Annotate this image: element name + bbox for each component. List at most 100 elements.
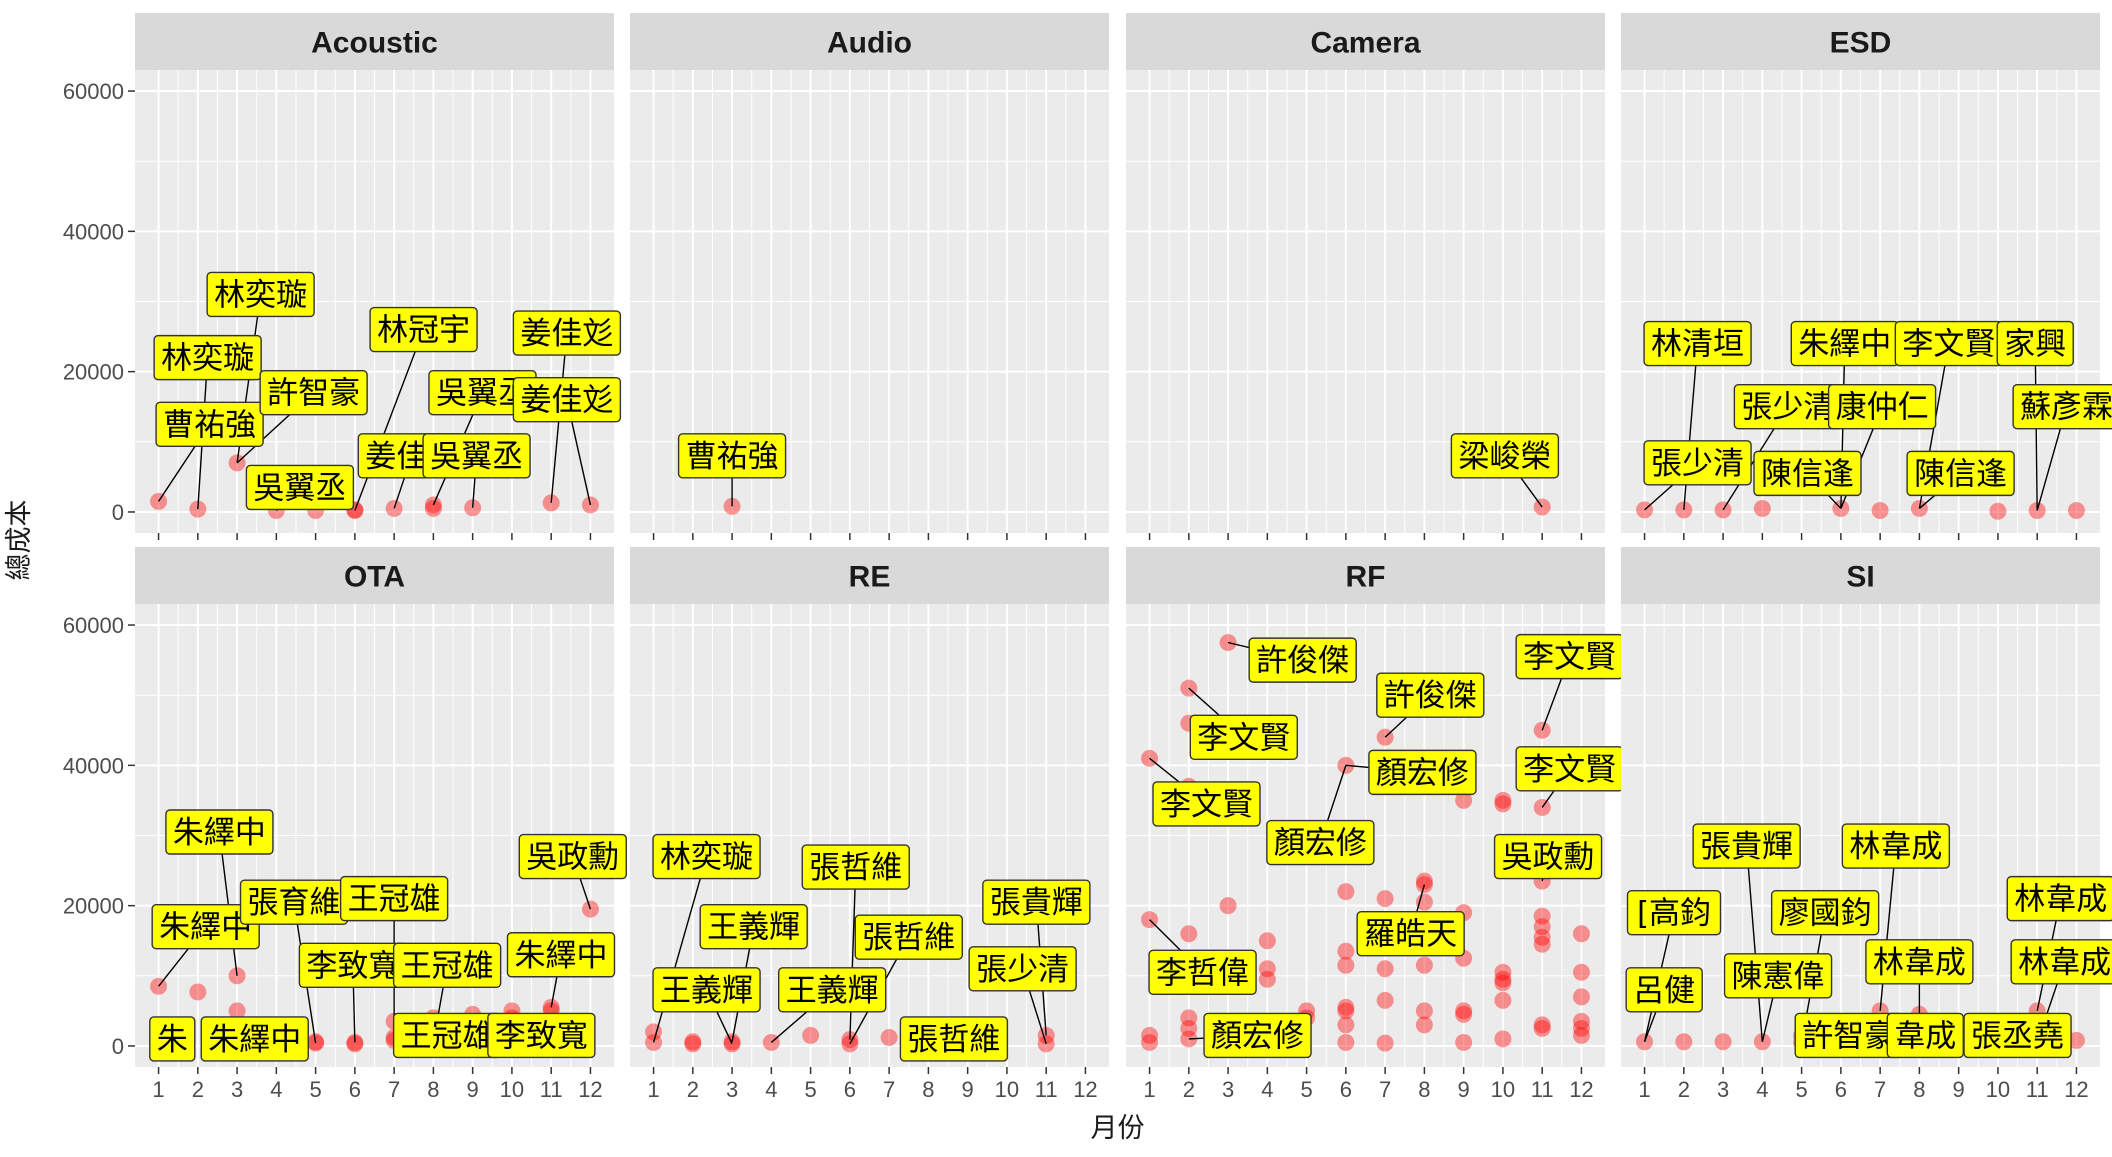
data-point bbox=[1180, 1019, 1198, 1037]
point-label: 林奕璇 bbox=[161, 341, 254, 377]
point-label-box bbox=[1996, 320, 2074, 367]
data-point bbox=[1415, 1016, 1433, 1034]
data-point bbox=[1180, 1009, 1198, 1027]
data-point bbox=[1494, 1030, 1512, 1048]
point-label: 張丞堯 bbox=[1971, 1018, 2064, 1054]
data-point bbox=[1141, 1033, 1159, 1051]
point-label: 陳信逢 bbox=[1914, 456, 2007, 492]
x-tick-label: 5 bbox=[804, 1077, 816, 1102]
point-label-box bbox=[652, 833, 761, 880]
point-label: 李致寬 bbox=[306, 948, 399, 984]
point-label-box bbox=[1152, 781, 1261, 827]
point-label-box bbox=[1625, 967, 1703, 1013]
point-label: 吳翼丞 bbox=[253, 470, 346, 506]
point-label-box bbox=[1248, 637, 1357, 683]
x-tick-label: 4 bbox=[270, 1077, 282, 1102]
data-point bbox=[1572, 988, 1590, 1006]
point-label: 張哲維 bbox=[862, 920, 955, 956]
point-label: 王冠雄 bbox=[348, 882, 441, 918]
point-label-box bbox=[487, 1012, 596, 1059]
point-label: 張少清 bbox=[1741, 390, 1834, 426]
point-label-box bbox=[153, 334, 262, 381]
data-point bbox=[1533, 935, 1551, 953]
point-label: 顏宏修 bbox=[1376, 755, 1469, 791]
point-label: 王義輝 bbox=[707, 910, 800, 946]
point-label-box bbox=[1148, 949, 1257, 995]
point-label-box bbox=[165, 809, 274, 855]
point-label-box bbox=[778, 967, 887, 1013]
data-point bbox=[1455, 1005, 1473, 1023]
data-point bbox=[1337, 883, 1355, 901]
point-label: 吳翼丞 bbox=[430, 439, 523, 475]
data-point bbox=[1376, 1034, 1394, 1052]
point-label-box bbox=[259, 369, 368, 416]
point-label: 朱繹中 bbox=[208, 1022, 301, 1058]
point-label: 李文賢 bbox=[1902, 327, 1995, 363]
facet-strip-label: Audio bbox=[827, 27, 912, 60]
point-label-box bbox=[1692, 823, 1801, 869]
data-point bbox=[1533, 1019, 1551, 1037]
y-tick-label: 20000 bbox=[63, 360, 124, 385]
data-point bbox=[1258, 960, 1276, 978]
point-label: 許智豪 bbox=[1802, 1018, 1895, 1054]
data-point bbox=[1415, 956, 1433, 974]
data-point bbox=[1376, 960, 1394, 978]
point-label: 張少清 bbox=[976, 952, 1069, 988]
point-label: 吳政勳 bbox=[526, 840, 619, 876]
x-tick-label: 3 bbox=[726, 1077, 738, 1102]
point-label-box bbox=[422, 433, 531, 479]
point-label: 顏宏修 bbox=[1211, 1018, 1304, 1054]
facet-strip-label: ESD bbox=[1830, 27, 1892, 60]
data-point bbox=[1494, 963, 1512, 981]
point-label-box bbox=[1827, 384, 1937, 430]
data-point bbox=[1455, 1033, 1473, 1051]
point-label-box bbox=[2006, 875, 2112, 922]
facet-panel-acoustic: Acoustic林奕璇林奕璇曹祐強許智豪吳翼丞林冠宇姜佳彣吳翼丞吳翼丞姜佳彣姜佳… bbox=[63, 13, 622, 568]
point-label: 林韋成 bbox=[1849, 829, 1942, 865]
point-label: 林韋成 bbox=[1873, 945, 1966, 981]
x-tick-label: 8 bbox=[1913, 1077, 1925, 1102]
data-point bbox=[1494, 970, 1512, 988]
y-tick-label: 60000 bbox=[63, 613, 124, 638]
data-point bbox=[1572, 1019, 1590, 1037]
point-label: 朱繹中 bbox=[173, 815, 266, 851]
facet-strip bbox=[135, 13, 614, 70]
point-label: 羅皓天 bbox=[1364, 917, 1457, 953]
x-tick-label: 12 bbox=[1073, 1077, 1097, 1102]
label-leader-line bbox=[354, 329, 425, 511]
facet-strip bbox=[1621, 13, 2100, 70]
data-point bbox=[1533, 928, 1551, 946]
point-label-box bbox=[2010, 939, 2112, 985]
x-tick-label: 8 bbox=[427, 1077, 439, 1102]
point-label: 朱繹中 bbox=[1798, 327, 1891, 363]
point-label-box bbox=[1841, 823, 1951, 869]
data-point bbox=[1989, 502, 2007, 520]
point-label-box bbox=[1963, 1012, 2072, 1059]
point-label: 李文賢 bbox=[1523, 752, 1616, 788]
facet-panel-esd: ESD林清垣張少清張少清朱繹中康仲仁陳信逢李文賢家興陳信逢蘇彥霖12345678… bbox=[1621, 13, 2112, 568]
point-label-box bbox=[1886, 1012, 1964, 1059]
data-point bbox=[1415, 872, 1433, 890]
point-label: 林清垣 bbox=[1651, 327, 1744, 363]
x-tick-label: 4 bbox=[1261, 1077, 1273, 1102]
point-label: 曹祐強 bbox=[163, 407, 256, 443]
point-label-box bbox=[512, 310, 622, 356]
data-point bbox=[1376, 890, 1394, 908]
point-label-box bbox=[1266, 819, 1375, 866]
point-label: 林冠宇 bbox=[377, 313, 470, 349]
point-label-box bbox=[801, 844, 910, 890]
point-label-box bbox=[968, 946, 1077, 992]
x-tick-label: 8 bbox=[1418, 1077, 1430, 1102]
point-label: 林奕璇 bbox=[660, 840, 753, 876]
point-label: 李哲偉 bbox=[1156, 955, 1249, 991]
point-label-box bbox=[899, 1016, 1009, 1062]
data-point bbox=[1337, 942, 1355, 960]
x-tick-label: 1 bbox=[1143, 1077, 1155, 1102]
x-tick-label: 4 bbox=[1756, 1077, 1768, 1102]
x-axis-title: 月份 bbox=[1091, 1113, 1145, 1144]
x-tick-label: 2 bbox=[192, 1077, 204, 1102]
point-label: 張育維 bbox=[248, 885, 341, 921]
point-label-box bbox=[1753, 450, 1862, 497]
